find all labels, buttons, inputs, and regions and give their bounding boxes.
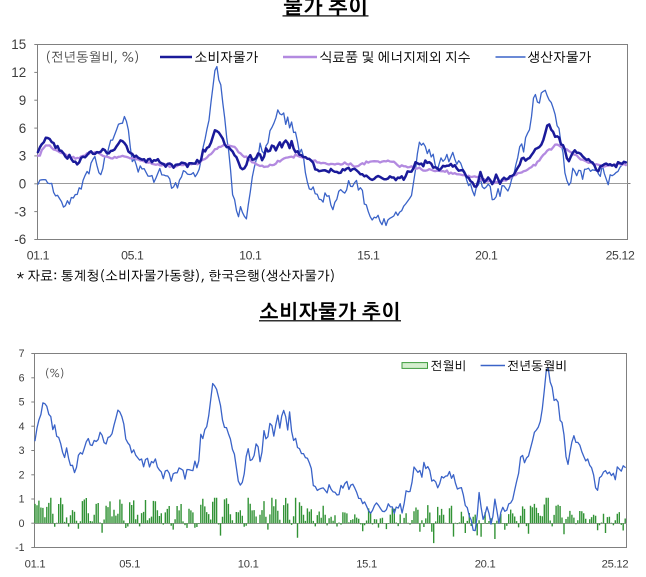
svg-text:3: 3 bbox=[19, 149, 26, 164]
svg-text:15.1: 15.1 bbox=[356, 558, 377, 570]
svg-text:05.1: 05.1 bbox=[119, 558, 140, 570]
svg-text:25.12: 25.12 bbox=[602, 558, 629, 570]
svg-text:20.1: 20.1 bbox=[475, 249, 498, 263]
svg-text:20.1: 20.1 bbox=[475, 558, 496, 570]
svg-text:9: 9 bbox=[19, 93, 26, 108]
svg-text:15: 15 bbox=[11, 37, 26, 52]
svg-text:25.12: 25.12 bbox=[606, 249, 635, 263]
svg-text:0: 0 bbox=[19, 518, 25, 530]
svg-text:15.1: 15.1 bbox=[357, 249, 380, 263]
svg-text:2: 2 bbox=[19, 469, 25, 481]
svg-text:0: 0 bbox=[19, 177, 26, 192]
svg-text:-3: -3 bbox=[14, 204, 26, 219]
svg-text:01.1: 01.1 bbox=[27, 249, 50, 263]
svg-text:5: 5 bbox=[19, 397, 25, 409]
svg-text:-1: -1 bbox=[15, 542, 25, 554]
svg-text:1: 1 bbox=[19, 494, 25, 506]
svg-text:7: 7 bbox=[19, 348, 25, 360]
svg-text:01.1: 01.1 bbox=[25, 558, 46, 570]
svg-text:-6: -6 bbox=[14, 232, 26, 247]
svg-text:4: 4 bbox=[19, 421, 25, 433]
svg-text:10.1: 10.1 bbox=[238, 558, 259, 570]
svg-text:10.1: 10.1 bbox=[239, 249, 262, 263]
svg-text:6: 6 bbox=[19, 121, 26, 136]
svg-text:05.1: 05.1 bbox=[121, 249, 144, 263]
svg-text:3: 3 bbox=[19, 445, 25, 457]
svg-text:12: 12 bbox=[11, 65, 26, 80]
svg-text:6: 6 bbox=[19, 372, 25, 384]
